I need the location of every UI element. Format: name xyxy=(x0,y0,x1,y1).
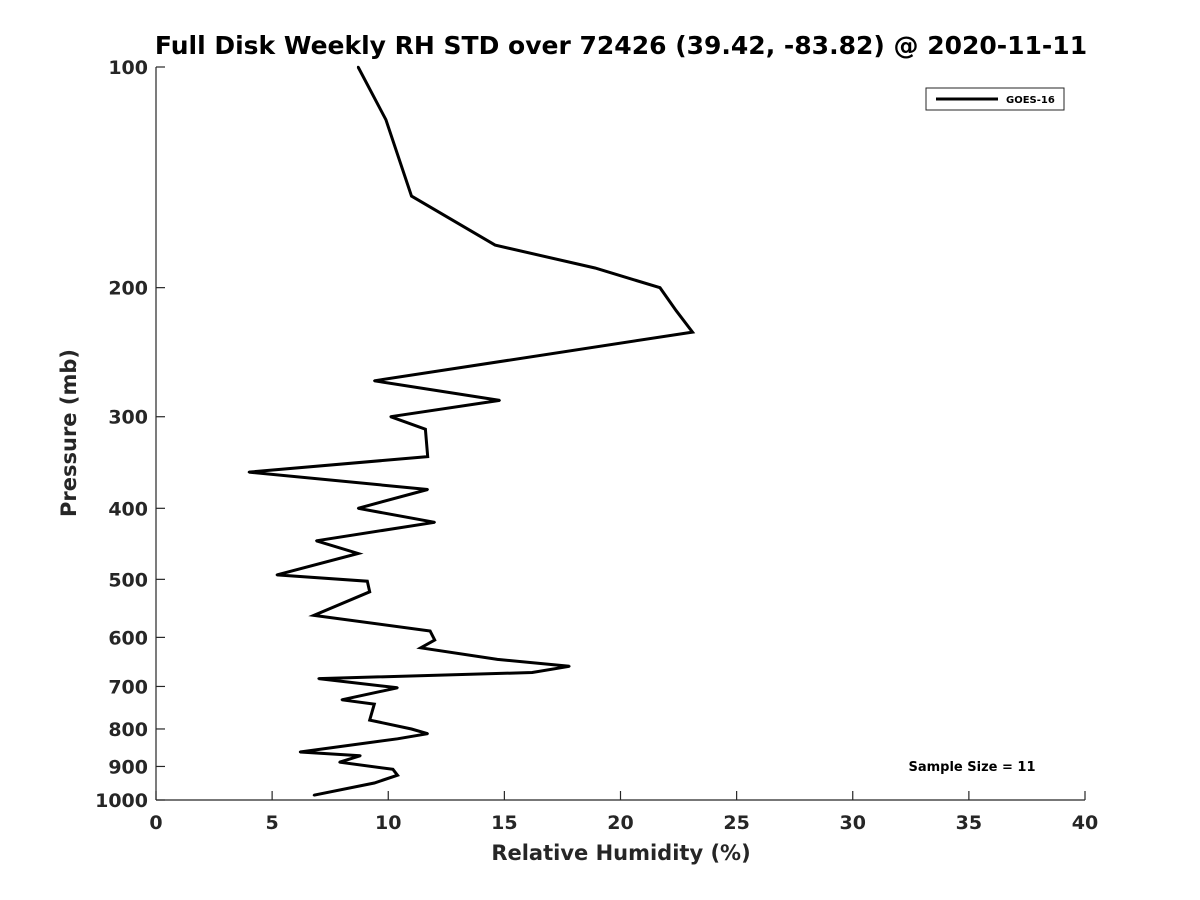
x-tick-label: 30 xyxy=(840,812,866,834)
data-point xyxy=(356,65,360,69)
y-tick-label: 700 xyxy=(108,676,148,698)
goes-16-series-line xyxy=(248,66,696,797)
x-tick-label: 0 xyxy=(149,812,162,834)
y-tick-label: 300 xyxy=(108,407,148,429)
legend-label-goes-16: GOES-16 xyxy=(1006,95,1055,106)
data-point xyxy=(691,330,694,334)
data-point xyxy=(428,629,432,633)
data-point xyxy=(317,677,320,680)
data-point xyxy=(424,428,427,431)
x-tick-label: 10 xyxy=(375,812,401,834)
y-tick-label: 800 xyxy=(108,719,148,741)
data-point xyxy=(356,507,360,510)
data-point xyxy=(373,379,376,382)
y-ticks: 100 200 300 400 500 600 700 800 900 1000 xyxy=(95,57,165,812)
data-point xyxy=(359,754,362,757)
data-point xyxy=(275,573,278,577)
data-point xyxy=(426,455,429,458)
data-point xyxy=(419,646,422,649)
data-point xyxy=(493,243,497,247)
y-tick-label: 400 xyxy=(108,498,148,520)
data-point xyxy=(368,718,371,722)
y-tick-label: 600 xyxy=(108,627,148,649)
chart-title: Full Disk Weekly RH STD over 72426 (39.4… xyxy=(155,31,1087,60)
data-point xyxy=(373,702,376,706)
y-tick-label: 200 xyxy=(108,278,148,300)
x-tick-label: 25 xyxy=(723,812,749,834)
sample-size-annotation: Sample Size = 11 xyxy=(908,760,1035,775)
data-point xyxy=(384,118,388,121)
data-point xyxy=(247,470,251,474)
data-point xyxy=(396,686,399,689)
data-point xyxy=(338,761,341,764)
data-point xyxy=(366,580,369,583)
x-tick-label: 35 xyxy=(956,812,982,834)
data-point xyxy=(531,671,534,674)
goes-16-series-points xyxy=(247,65,694,797)
x-tick-label: 40 xyxy=(1072,812,1098,834)
data-point xyxy=(340,698,343,701)
data-point xyxy=(426,732,429,735)
y-tick-label: 900 xyxy=(108,756,148,778)
data-point xyxy=(391,768,395,771)
x-tick-label: 15 xyxy=(491,812,517,834)
data-point xyxy=(356,552,360,555)
data-point xyxy=(315,539,318,542)
legend: GOES-16 xyxy=(925,87,1065,111)
y-tick-label: 500 xyxy=(108,569,148,591)
data-point xyxy=(675,309,678,312)
x-ticks: 0 5 10 15 20 25 30 35 40 xyxy=(149,791,1098,834)
data-point xyxy=(312,794,316,797)
data-point xyxy=(658,286,662,289)
plot-area: 0 5 10 15 20 25 30 35 40 100 200 300 400 500 600 700 80… xyxy=(95,57,1098,834)
x-tick-label: 5 xyxy=(266,812,279,834)
data-point xyxy=(593,266,597,270)
data-point xyxy=(396,737,399,740)
data-point xyxy=(433,521,436,524)
data-point xyxy=(410,727,413,731)
data-point xyxy=(568,665,571,668)
data-point xyxy=(373,781,376,785)
y-tick-label: 100 xyxy=(108,57,148,79)
data-point xyxy=(426,488,429,491)
data-point xyxy=(312,614,316,617)
data-point xyxy=(410,194,413,198)
data-point xyxy=(496,658,499,661)
data-point xyxy=(396,774,399,777)
data-point xyxy=(368,590,371,593)
x-axis-label: Relative Humidity (%) xyxy=(491,841,750,865)
y-axis-label: Pressure (mb) xyxy=(57,349,81,517)
data-point xyxy=(433,638,436,642)
data-point xyxy=(298,750,302,754)
x-tick-label: 20 xyxy=(607,812,633,834)
data-point xyxy=(498,399,501,402)
y-tick-label: 1000 xyxy=(95,790,148,812)
data-point xyxy=(389,415,392,418)
